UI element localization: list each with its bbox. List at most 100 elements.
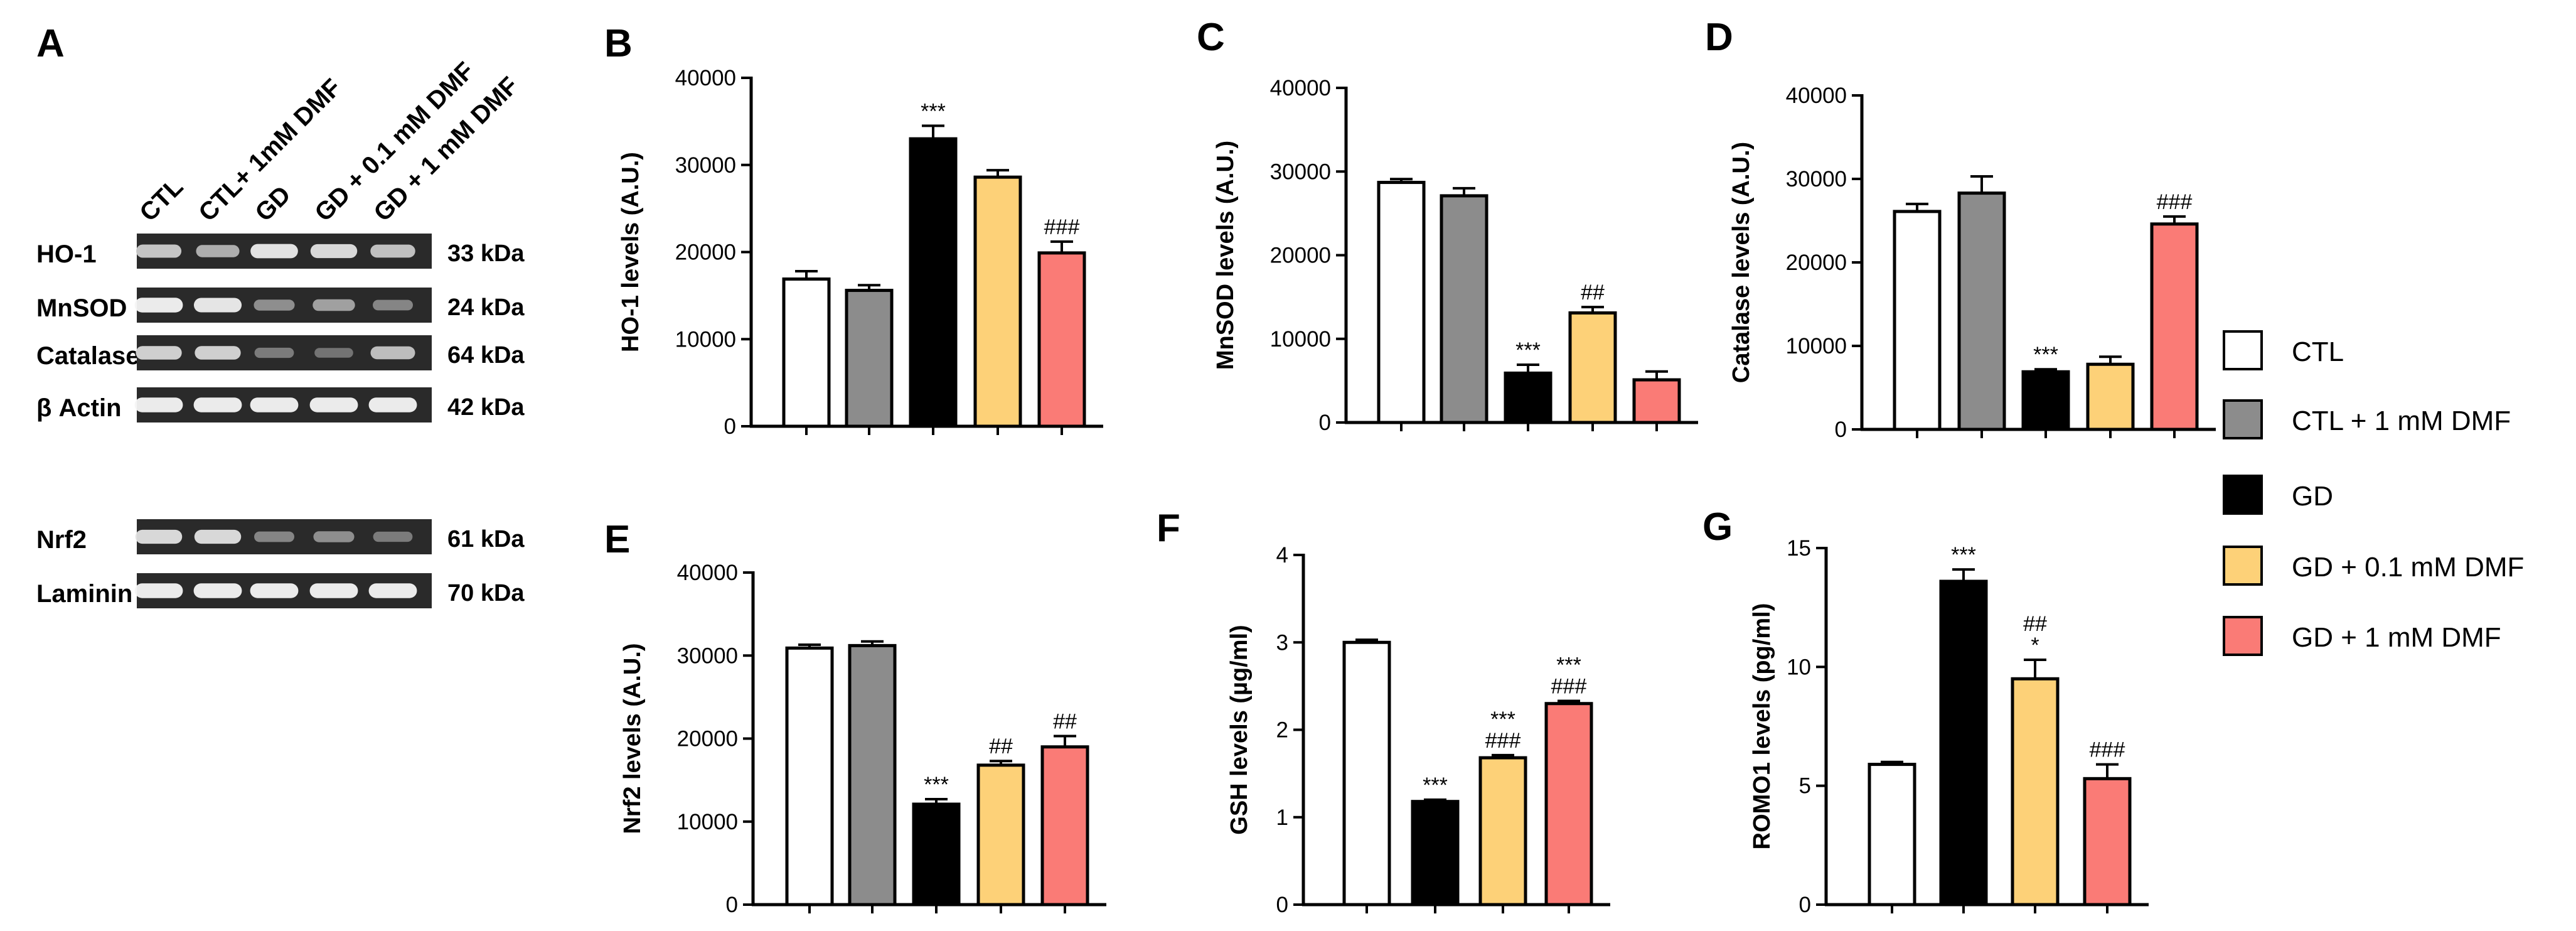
- bar: [2150, 222, 2199, 431]
- protein-band: [250, 397, 299, 412]
- protein-band: [135, 529, 183, 544]
- significance-label: ***: [2033, 343, 2058, 367]
- y-axis-title: ROMO1 levels (pg/ml): [1749, 603, 1775, 850]
- bar: [912, 802, 961, 907]
- protein-band: [313, 531, 355, 542]
- bar: [1478, 756, 1527, 907]
- significance-label: ###: [1485, 729, 1521, 753]
- significance-label: ***: [1515, 338, 1541, 362]
- y-tick-label: 4: [1276, 543, 1288, 568]
- significance-label: ###: [2090, 738, 2125, 762]
- protein-band: [134, 397, 183, 412]
- y-tick-label: 20000: [675, 240, 736, 265]
- bar: [2021, 370, 2070, 431]
- protein-band: [254, 531, 294, 542]
- protein-band: [195, 346, 241, 360]
- y-tick-label: 40000: [1270, 76, 1331, 100]
- protein-band: [134, 583, 183, 598]
- y-tick-label: 30000: [1270, 159, 1331, 184]
- protein-band: [370, 346, 415, 360]
- panel-letter-a: A: [36, 22, 65, 65]
- legend-swatch: [2223, 546, 2263, 586]
- legend-label: GD + 0.1 mM DMF: [2292, 552, 2524, 583]
- blot-label: HO-1: [36, 240, 97, 268]
- protein-band: [196, 245, 240, 257]
- protein-band: [309, 583, 358, 598]
- protein-band: [368, 583, 417, 598]
- y-tick-label: 30000: [677, 643, 738, 668]
- bar: [1037, 251, 1086, 428]
- y-tick-label: 30000: [675, 153, 736, 178]
- chart-C: C 0 10000 20000 30000 40000 MnSOD levels (A.U.…: [1197, 16, 1698, 435]
- bar: [1504, 371, 1553, 424]
- y-tick-label: 10: [1787, 655, 1811, 679]
- protein-band: [314, 348, 353, 358]
- legend-swatch: [2223, 330, 2263, 370]
- protein-band: [193, 397, 242, 412]
- bar: [848, 643, 897, 907]
- kda-label: 64 kDa: [447, 342, 525, 369]
- y-tick-label: 0: [1835, 417, 1847, 442]
- bar: [973, 175, 1022, 428]
- protein-band: [373, 299, 413, 311]
- protein-band: [373, 531, 413, 542]
- significance-label: ***: [924, 773, 949, 797]
- bar: [1411, 800, 1460, 907]
- legend-label: CTL: [2292, 336, 2344, 367]
- y-tick-label: 20000: [1786, 250, 1847, 275]
- significance-label: ***: [1490, 708, 1515, 731]
- bar: [845, 289, 894, 428]
- bar: [2083, 777, 2132, 907]
- significance-label: ###: [1551, 675, 1587, 699]
- legend-swatch: [2223, 616, 2263, 656]
- bar: [782, 277, 831, 428]
- protein-band: [193, 298, 242, 313]
- significance-label: ##: [2023, 612, 2047, 636]
- protein-band: [254, 299, 295, 311]
- bar: [1544, 702, 1593, 907]
- bar: [1893, 210, 1942, 431]
- significance-label: ###: [2157, 190, 2193, 214]
- panel-letter: F: [1157, 507, 1180, 550]
- chart-B: B 0 10000 20000 30000 40000 HO-1 levels (A.U.)…: [604, 22, 1103, 439]
- y-tick-label: 3: [1276, 630, 1288, 655]
- blot-label: Catalase: [36, 342, 140, 370]
- bar: [1568, 311, 1617, 424]
- y-tick-label: 10000: [1786, 334, 1847, 358]
- bar: [976, 763, 1025, 907]
- protein-band: [370, 244, 415, 258]
- significance-label: ***: [1951, 543, 1976, 567]
- protein-band: [368, 397, 417, 412]
- panel-letter: D: [1705, 16, 1733, 59]
- y-axis-title: HO-1 levels (A.U.): [617, 152, 644, 352]
- protein-band: [136, 244, 182, 258]
- significance-label: ###: [1044, 215, 1080, 239]
- y-tick-label: 5: [1799, 774, 1811, 799]
- protein-band: [136, 346, 182, 360]
- bar: [1868, 763, 1916, 907]
- kda-label: 33 kDa: [447, 240, 525, 267]
- legend-label: CTL + 1 mM DMF: [2292, 406, 2511, 436]
- kda-label: 24 kDa: [447, 294, 525, 321]
- bar: [785, 646, 834, 907]
- panel-letter: B: [604, 22, 633, 65]
- bar: [1632, 378, 1681, 424]
- protein-band: [134, 298, 183, 313]
- legend-label: GD: [2292, 481, 2333, 512]
- y-tick-label: 0: [1799, 893, 1811, 917]
- y-axis-title: Nrf2 levels (A.U.): [619, 643, 646, 834]
- legend-swatch: [2223, 475, 2263, 515]
- bar: [1939, 579, 1988, 907]
- bar: [1957, 191, 2006, 431]
- y-tick-label: 30000: [1786, 167, 1847, 191]
- kda-label: 70 kDa: [447, 580, 525, 606]
- kda-label: 42 kDa: [447, 394, 525, 421]
- lane-label: GD: [250, 181, 296, 227]
- significance-label: ***: [1423, 773, 1448, 797]
- legend-label: GD + 1 mM DMF: [2292, 622, 2501, 653]
- y-tick-label: 10000: [1270, 327, 1331, 352]
- protein-band: [250, 583, 299, 598]
